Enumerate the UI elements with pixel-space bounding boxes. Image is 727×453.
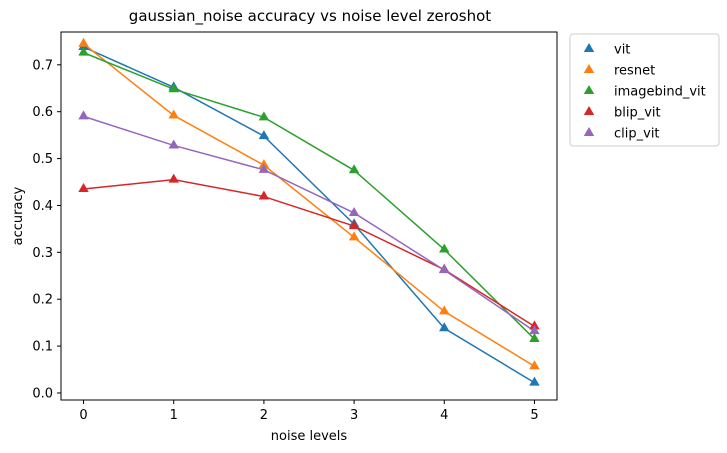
y-axis: 0.0 0.1 0.2 0.3 0.4 0.5 0.6 0.7 (32, 58, 61, 401)
legend-label-blip_vit: blip_vit (614, 106, 661, 121)
legend-frame (569, 33, 720, 147)
series-line-blip_vit (83, 178, 535, 328)
data-point-resnet (258, 159, 270, 169)
y-tick-label: 0.3 (32, 246, 53, 261)
legend-label-resnet: resnet (614, 64, 655, 79)
data-point-blip_vit (348, 220, 360, 230)
x-tick-label: 5 (530, 408, 538, 423)
plot-frame (60, 31, 558, 401)
y-tick-label: 0.1 (32, 340, 53, 355)
data-point-blip_vit (78, 183, 89, 193)
data-point-blip_vit (168, 173, 179, 183)
chart-title: gaussian_noise accuracy vs noise level z… (129, 7, 491, 26)
series-markers (78, 37, 540, 386)
y-tick-label: 0.4 (32, 199, 53, 214)
y-tick-label: 0.0 (32, 386, 53, 401)
x-tick-label: 0 (79, 408, 87, 423)
legend-label-imagebind_vit: imagebind_vit (614, 85, 706, 100)
data-point-vit (258, 130, 270, 140)
y-tick-label: 0.7 (32, 58, 53, 73)
data-point-clip_vit (78, 110, 89, 120)
x-tick-label: 1 (170, 408, 178, 423)
legend-label-clip_vit: clip_vit (614, 127, 660, 142)
x-axis-label: noise levels (271, 429, 348, 444)
x-axis: 0 1 2 3 4 5 (79, 400, 539, 423)
y-tick-label: 0.2 (32, 293, 53, 308)
data-point-imagebind_vit (258, 111, 270, 121)
data-point-vit (529, 376, 540, 386)
legend-marker-blip_vit (583, 106, 595, 115)
x-tick-label: 4 (440, 408, 448, 423)
legend-marker-imagebind_vit (583, 85, 595, 94)
series-line-clip_vit (83, 115, 535, 332)
series-line-resnet (83, 43, 535, 367)
data-point-resnet (168, 109, 179, 119)
data-point-imagebind_vit (529, 333, 540, 343)
legend-marker-resnet (583, 64, 595, 73)
data-point-clip_vit (168, 139, 179, 149)
series-line-imagebind_vit (83, 51, 535, 340)
series-lines (83, 43, 535, 384)
plot-area (60, 31, 558, 401)
data-point-clip_vit (258, 163, 270, 173)
data-point-vit (439, 322, 450, 332)
data-point-imagebind_vit (348, 164, 360, 174)
data-point-resnet (529, 360, 540, 370)
data-point-blip_vit (529, 320, 540, 330)
data-point-imagebind_vit (78, 46, 89, 56)
data-point-imagebind_vit (439, 243, 450, 253)
data-point-imagebind_vit (168, 83, 179, 93)
x-tick-label: 2 (260, 408, 268, 423)
legend-marker-clip_vit (583, 127, 595, 136)
legend-label-vit: vit (614, 43, 630, 58)
data-point-blip_vit (258, 190, 270, 200)
x-tick-label: 3 (350, 408, 358, 423)
data-point-clip_vit (348, 206, 360, 216)
y-tick-label: 0.5 (32, 152, 53, 167)
data-point-resnet (439, 305, 450, 315)
y-axis-label: accuracy (11, 186, 26, 245)
data-point-clip_vit (529, 325, 540, 335)
y-tick-label: 0.6 (32, 105, 53, 120)
legend: vit resnet imagebind_vit blip_vit clip_vit (569, 33, 720, 147)
series-line-vit (83, 46, 535, 384)
legend-marker-vit (583, 43, 595, 52)
data-point-clip_vit (439, 264, 450, 274)
data-point-resnet (78, 37, 89, 47)
data-point-resnet (348, 231, 360, 241)
